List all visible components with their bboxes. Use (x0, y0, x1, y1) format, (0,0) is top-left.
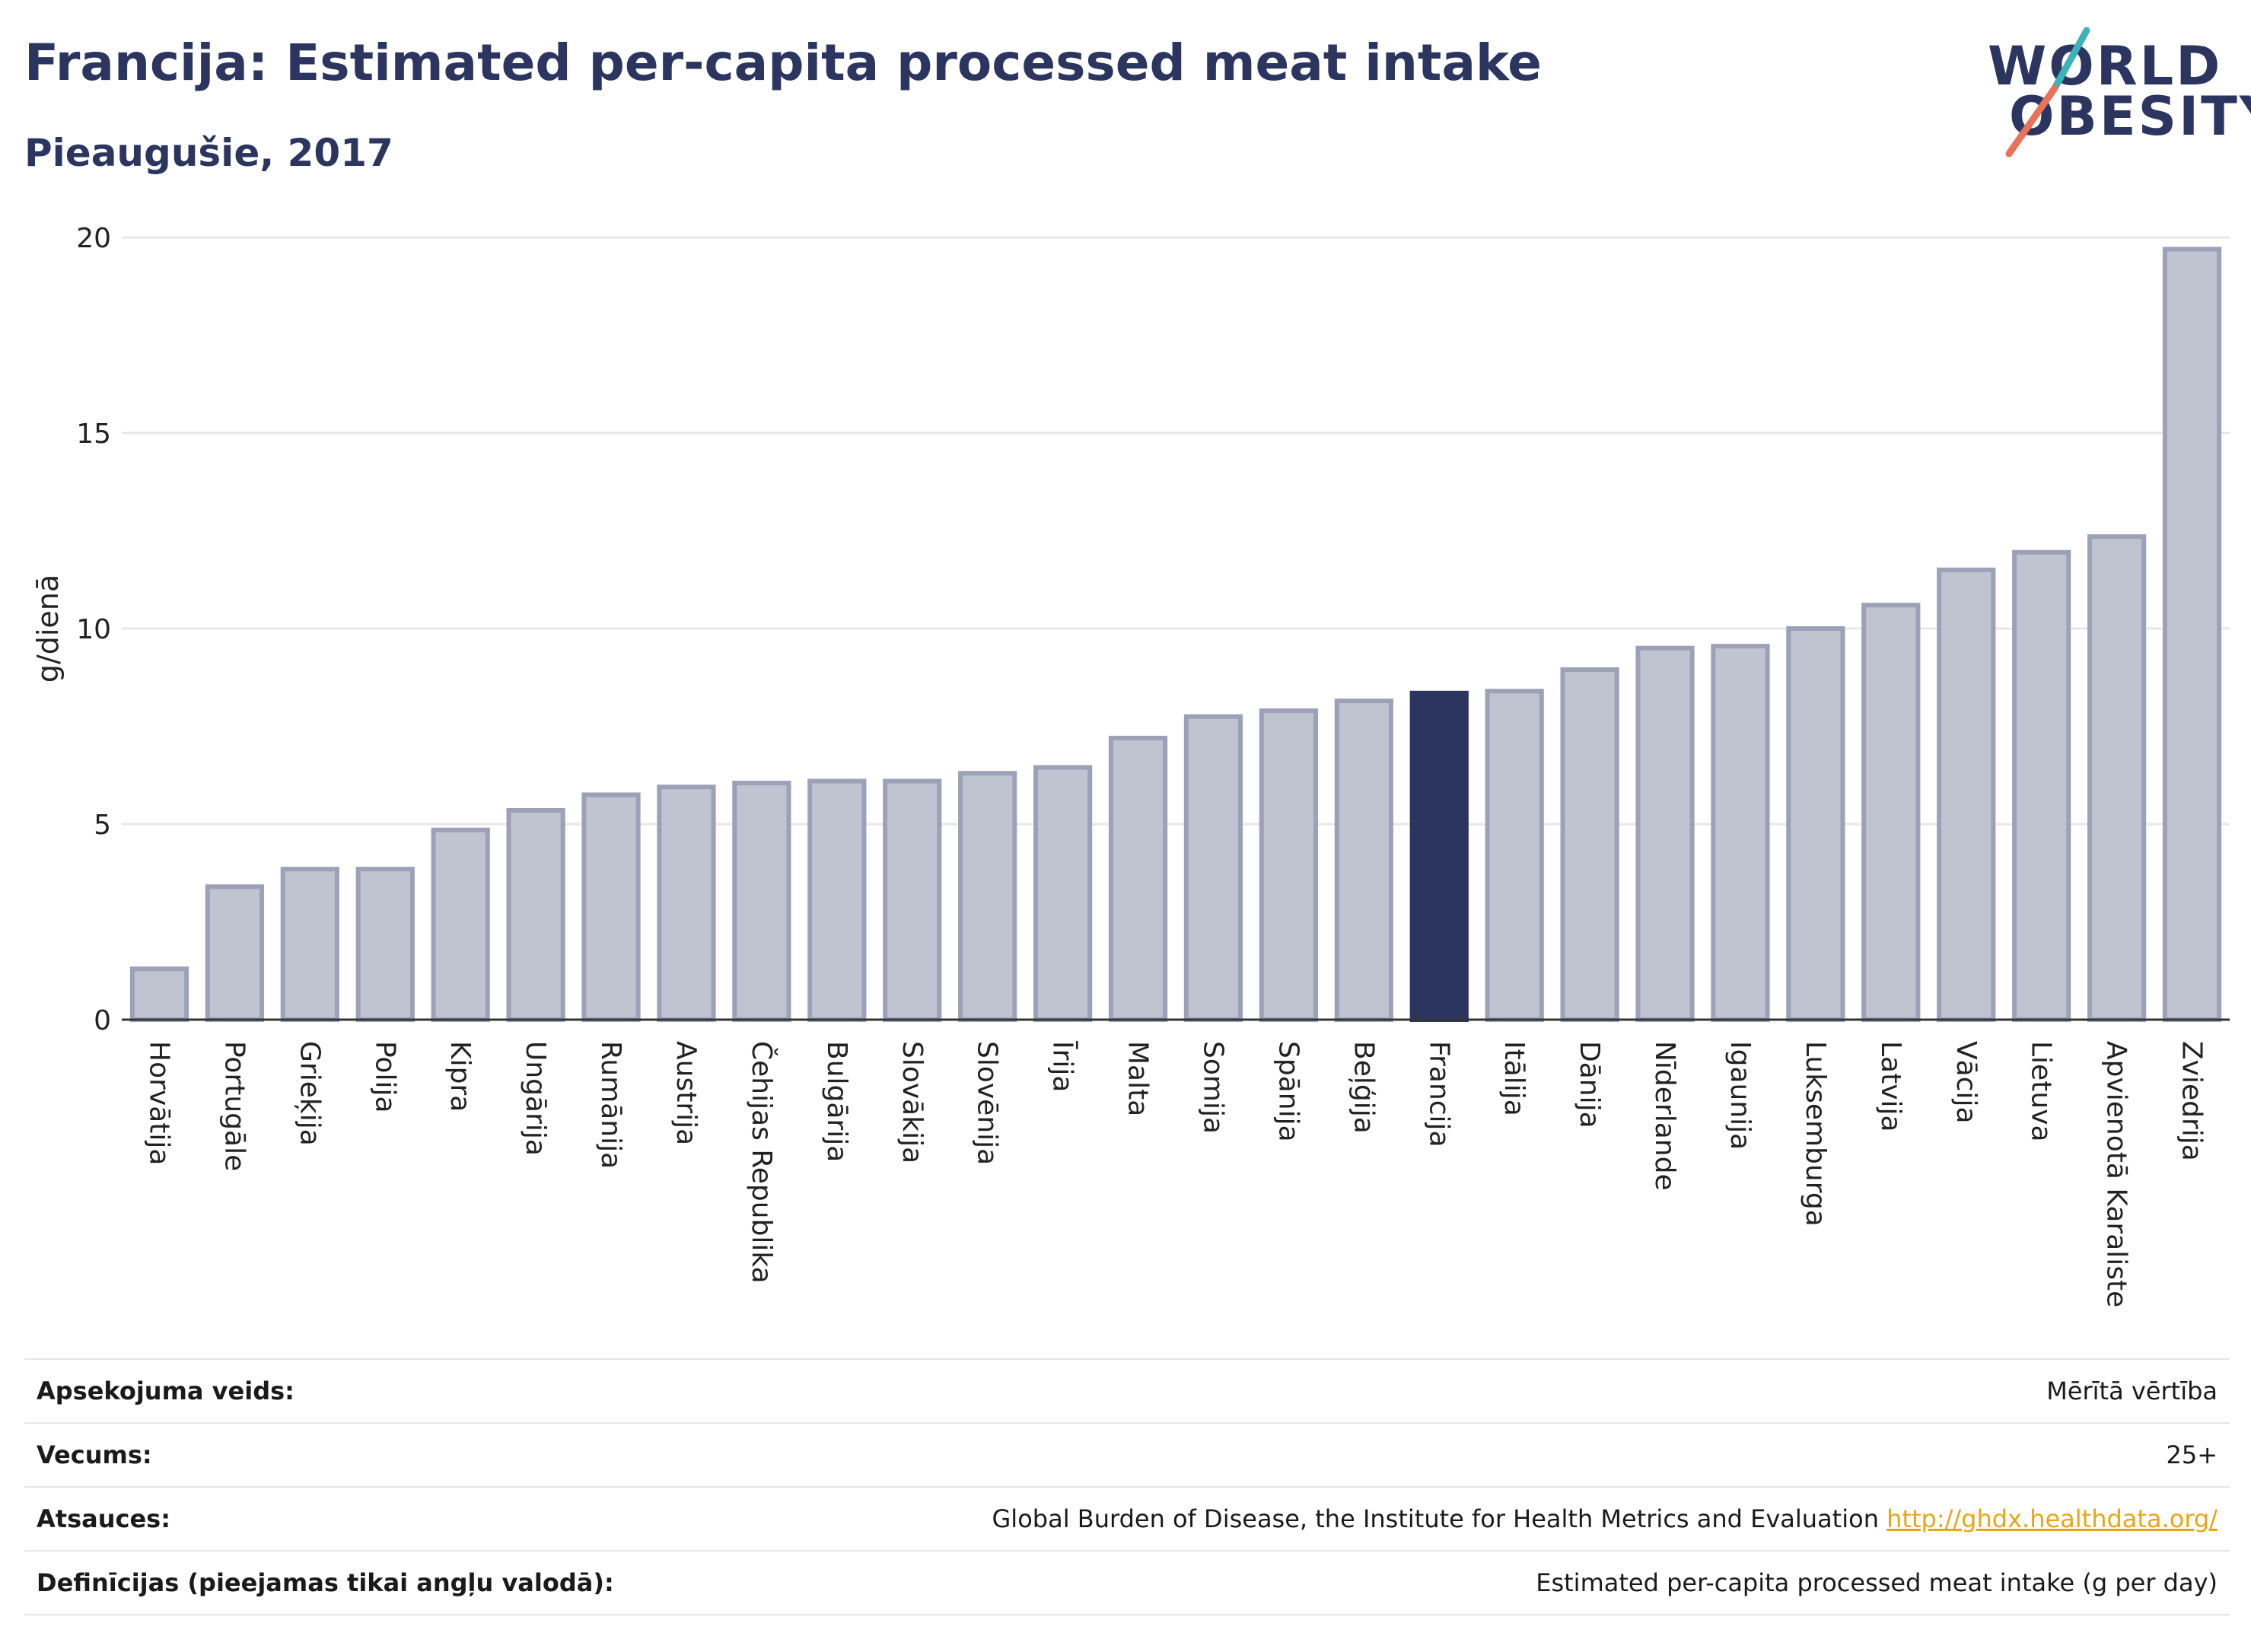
x-tick-label: Malta (1122, 1041, 1154, 1116)
meta-label: Atsauces: (37, 1504, 170, 1533)
x-tick-label: Austrija (670, 1041, 702, 1145)
bar (883, 778, 942, 1023)
meta-row-survey: Apsekojuma veids: Mērītā vērtība (24, 1358, 2230, 1422)
x-tick-label: Itālija (1498, 1041, 1530, 1116)
x-tick-label: Slovēnija (972, 1041, 1003, 1165)
x-tick-label: Luksemburga (1800, 1041, 1831, 1227)
x-tick-label: Kipra (444, 1041, 476, 1112)
bar (1259, 708, 1319, 1022)
meta-row-definitions: Definīcijas (pieejamas tikai angļu valod… (24, 1550, 2230, 1615)
meta-label: Definīcijas (pieejamas tikai angļu valod… (37, 1568, 614, 1597)
bar (1409, 690, 1469, 1022)
bar (1861, 603, 1921, 1022)
y-tick-label: 15 (76, 419, 111, 450)
bar (431, 827, 490, 1023)
bar (129, 966, 189, 1022)
y-axis-label: g/dienā (31, 575, 65, 683)
meta-value: Mērītā vērtība (2046, 1377, 2218, 1405)
bar (1711, 644, 1770, 1022)
x-tick-label: Igaunija (1724, 1041, 1756, 1150)
metadata-table: Apsekojuma veids: Mērītā vērtība Vecums:… (24, 1358, 2230, 1615)
x-tick-label: Rumānija (595, 1041, 626, 1169)
x-tick-label: Grieķija (294, 1041, 325, 1146)
chart-title: Francija: Estimated per-capita processed… (24, 33, 1542, 92)
x-tick-label: Somija (1197, 1041, 1228, 1134)
bar-chart: 0 5 10 15 20 g/dienā Horvātija Portugāle Grieķij… (31, 223, 2230, 1307)
bar (2162, 247, 2222, 1023)
y-tick-label: 0 (94, 1005, 111, 1036)
bar (1635, 645, 1695, 1022)
bar (1937, 567, 1996, 1022)
reference-link[interactable]: http://ghdx.healthdata.org/ (1886, 1504, 2218, 1533)
x-tick-label: Zviedrija (2176, 1041, 2208, 1161)
bar (1485, 689, 1544, 1022)
chart-subtitle: Pieaugušie, 2017 (24, 131, 393, 175)
meta-row-references: Atsauces: Global Burden of Disease, the … (24, 1486, 2230, 1550)
meta-row-age: Vecums: 25+ (24, 1422, 2230, 1486)
meta-label: Vecums: (37, 1440, 152, 1469)
bar (1108, 735, 1168, 1022)
bar (2087, 534, 2147, 1022)
meta-value: Global Burden of Disease, the Institute … (992, 1504, 2230, 1533)
x-tick-label: Polija (369, 1041, 400, 1113)
x-tick-label: Vācija (1950, 1041, 1982, 1124)
x-tick-label: Slovākija (896, 1041, 928, 1163)
x-tick-label: Lietuva (2026, 1041, 2057, 1142)
y-tick-label: 5 (94, 810, 111, 841)
x-tick-label: Nīderlande (1649, 1041, 1680, 1191)
x-tick-label: Bulgārija (821, 1041, 852, 1162)
bar (958, 771, 1017, 1022)
reference-text: Global Burden of Disease, the Institute … (992, 1504, 1879, 1533)
bar (205, 884, 265, 1022)
bar (1560, 667, 1619, 1022)
x-tick-label: Apvienotā Karaliste (2101, 1041, 2132, 1307)
bar (581, 792, 641, 1022)
world-obesity-logo: WORLD OBESITY (1979, 23, 2251, 160)
y-tick-label: 20 (76, 223, 111, 254)
bar (1183, 714, 1243, 1023)
bar (657, 785, 716, 1022)
logo-slash-icon (2005, 27, 2090, 158)
bar (1786, 626, 1845, 1022)
bar (506, 808, 565, 1022)
x-tick-label: Beļģija (1348, 1041, 1379, 1134)
x-tick-label: Francija (1423, 1041, 1454, 1147)
bar (1334, 699, 1393, 1023)
meta-value: Estimated per-capita processed meat inta… (1536, 1568, 2218, 1597)
logo-text-line1: WORLD (1988, 35, 2223, 97)
x-tick-label: Horvātija (143, 1041, 174, 1165)
x-tick-label: Dānija (1574, 1041, 1605, 1128)
x-tick-label: Čehijas Republika (746, 1041, 778, 1284)
x-tick-label: Portugāle (218, 1041, 250, 1171)
bar (355, 867, 415, 1022)
meta-label: Apsekojuma veids: (37, 1377, 295, 1405)
x-tick-label: Latvija (1875, 1041, 1906, 1132)
x-tick-label: Īrija (1047, 1041, 1078, 1092)
bar (1033, 765, 1093, 1022)
x-tick-label: Spānija (1272, 1041, 1304, 1142)
bar (807, 778, 867, 1023)
meta-value: 25+ (2166, 1440, 2218, 1469)
bar (2012, 549, 2071, 1022)
bar (280, 867, 339, 1022)
bar (732, 781, 791, 1023)
y-tick-label: 10 (76, 614, 111, 645)
x-tick-label: Ungārija (520, 1041, 551, 1156)
